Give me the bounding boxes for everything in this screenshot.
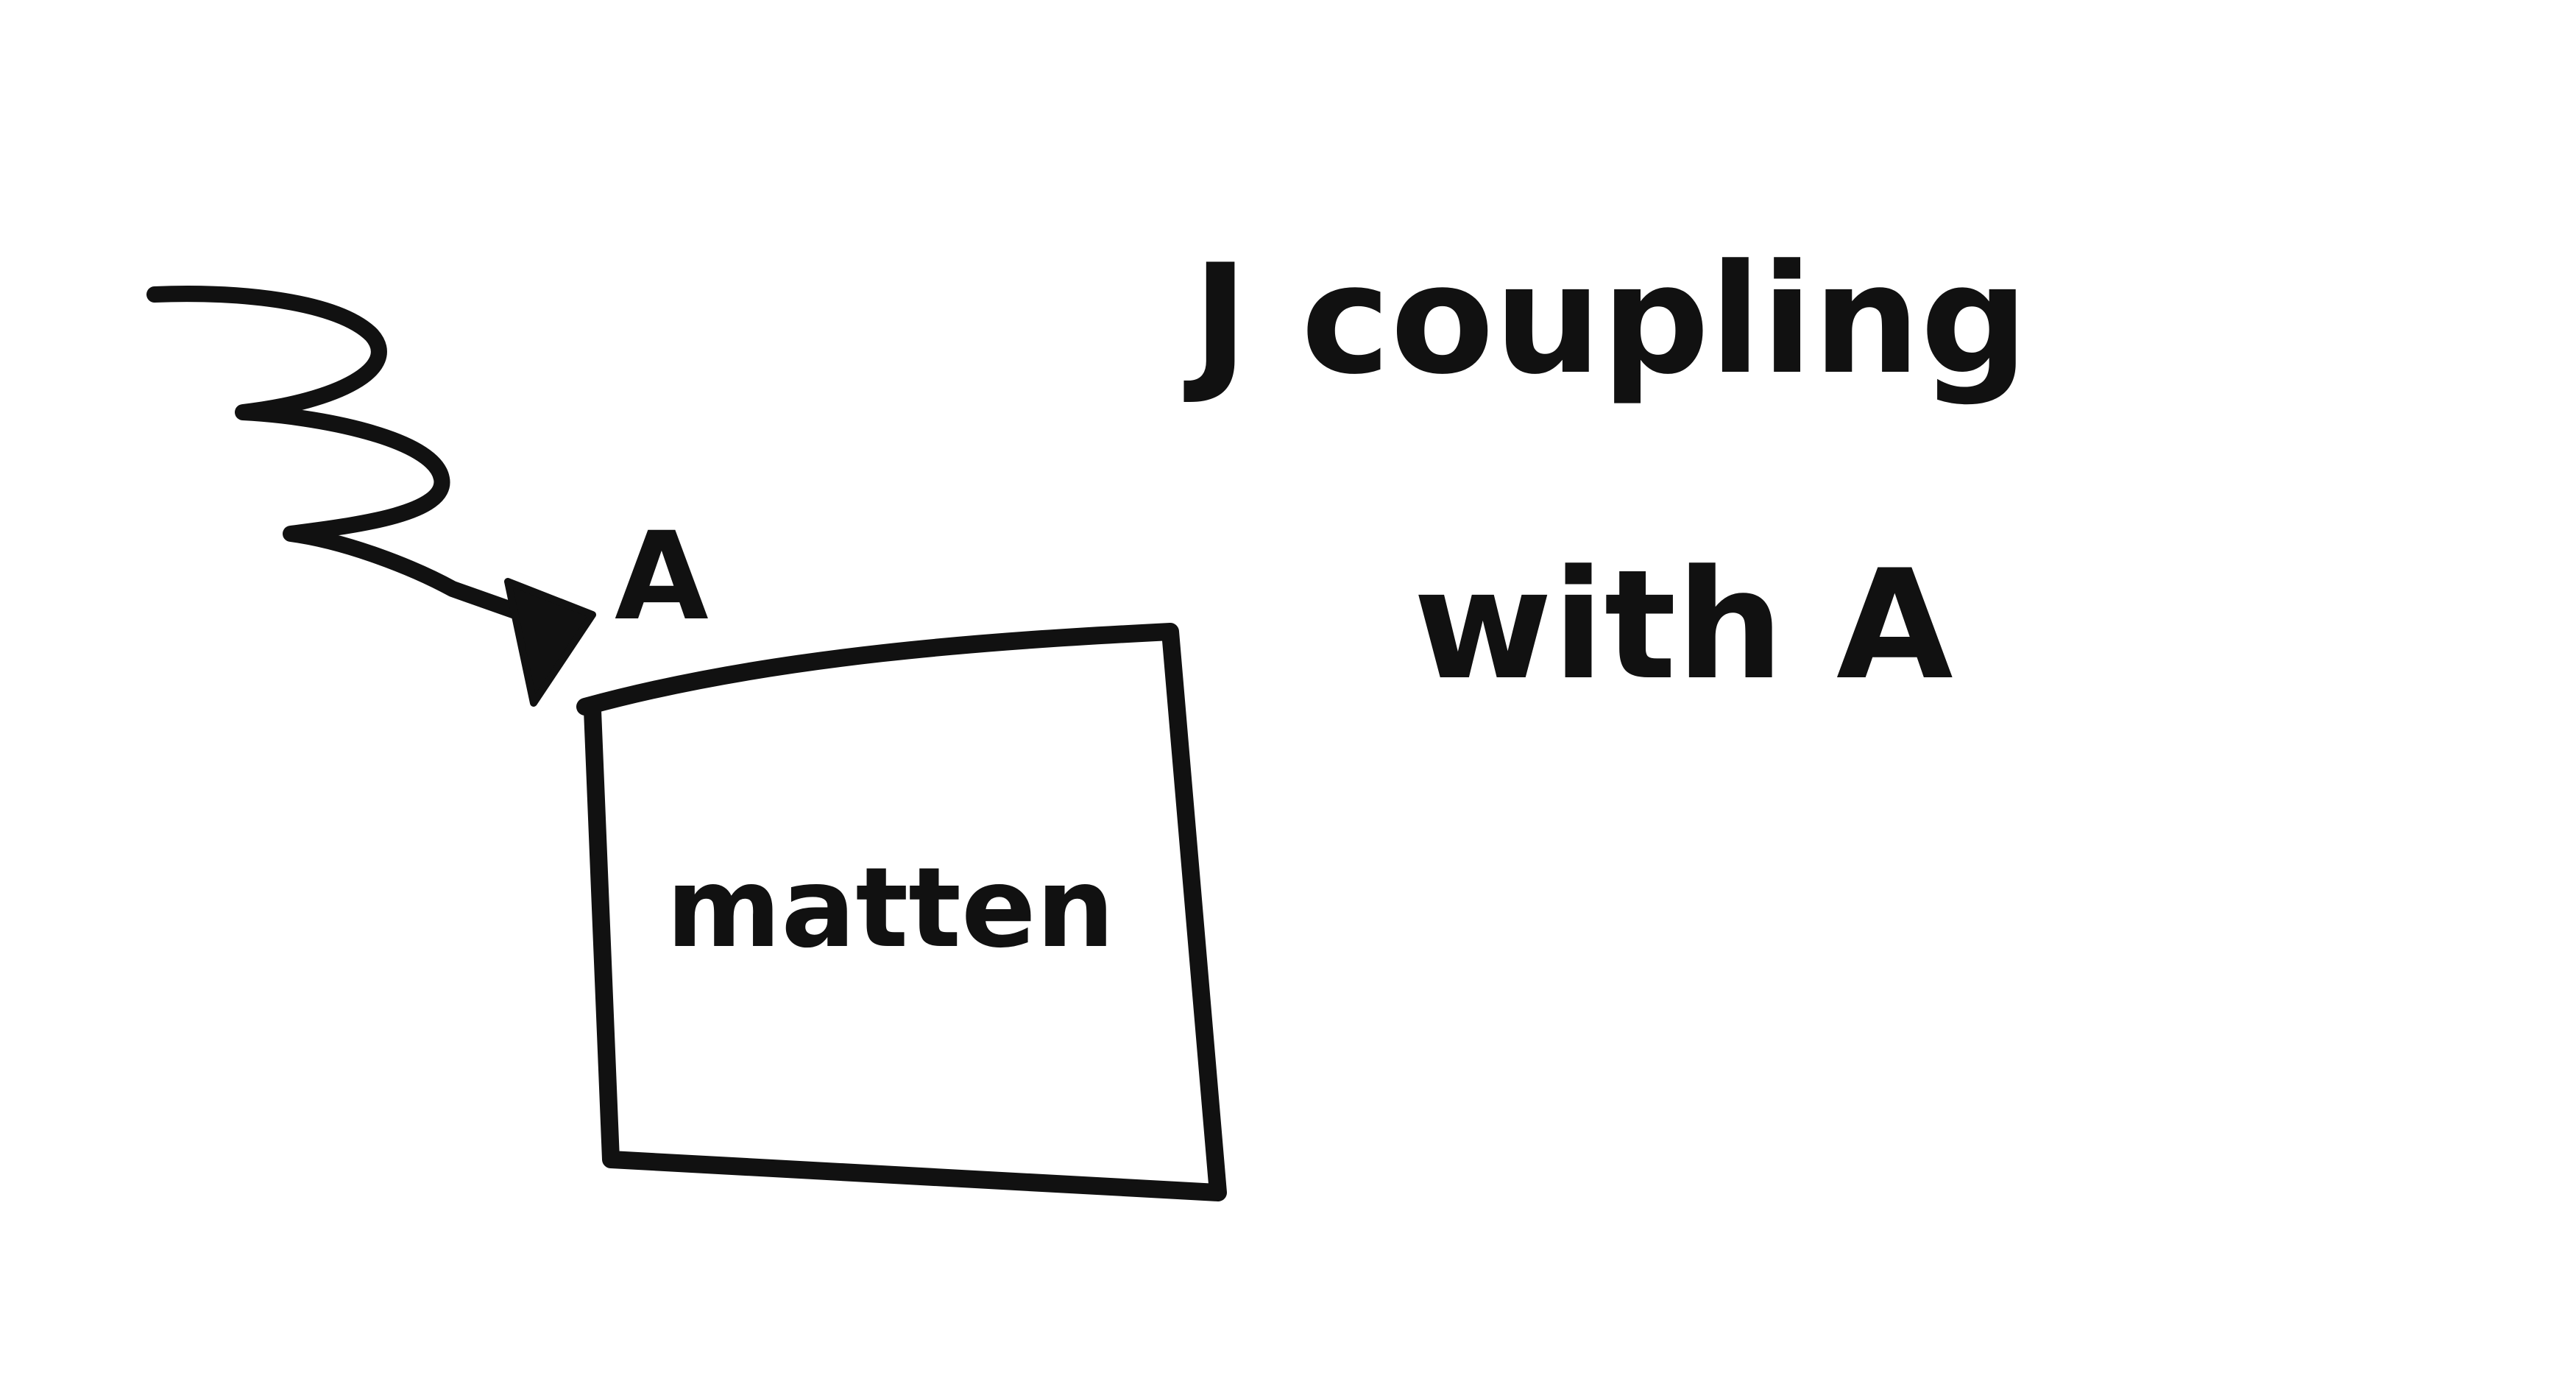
field-label: A <box>615 506 709 647</box>
photon-wave-line <box>146 286 523 619</box>
matter-label: matten <box>666 844 1114 972</box>
photon-arrowhead <box>504 578 596 707</box>
matter-box <box>576 623 1227 1201</box>
annotation-line-1: J coupling <box>1183 233 2028 408</box>
annotation-line-2: with A <box>1413 538 1953 713</box>
